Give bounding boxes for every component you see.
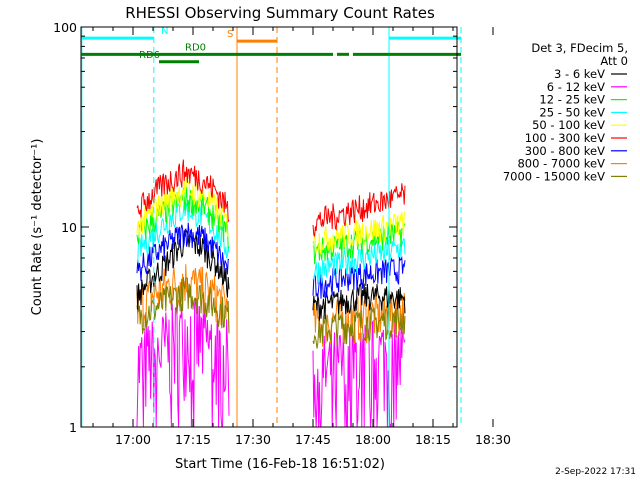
x-tick-label: 17:30	[235, 432, 271, 447]
legend-entry-label: 300 - 800 keV	[525, 144, 605, 158]
series-line	[136, 277, 230, 335]
series-line	[136, 199, 230, 263]
chart-title: RHESSI Observing Summary Count Rates	[125, 4, 435, 22]
y-tick-label: 1	[69, 420, 77, 435]
legend-header-line-1: Det 3, FDecim 5,	[531, 41, 628, 55]
legend-entry-label: 7000 - 15000 keV	[503, 169, 605, 183]
series-line	[136, 229, 230, 310]
flag-label: RD6	[139, 50, 160, 61]
x-tick-label: 18:00	[355, 432, 391, 447]
series-line	[312, 318, 406, 428]
data-layer	[136, 159, 406, 428]
legend-entry-label: 6 - 12 keV	[547, 80, 605, 94]
x-tick-label: 17:00	[115, 432, 151, 447]
x-tick-label: 17:15	[175, 432, 211, 447]
y-axis-label: Count Rate (s⁻¹ detector⁻¹)	[30, 139, 45, 316]
series-line	[312, 256, 406, 299]
legend-entry-label: 12 - 25 keV	[539, 93, 605, 107]
series-line	[312, 238, 406, 285]
flag-label: RD0	[185, 42, 206, 53]
series-line	[136, 176, 230, 239]
legend-entry-label: 100 - 300 keV	[525, 131, 605, 145]
y-tick-label: 100	[53, 20, 77, 35]
legend-entry-label: 50 - 100 keV	[532, 118, 605, 132]
legend-entry-label: 25 - 50 keV	[539, 105, 605, 119]
series-line	[136, 297, 230, 428]
x-axis-label: Start Time (16-Feb-18 16:51:02)	[175, 457, 385, 472]
series-line	[312, 283, 406, 321]
x-tick-label: 18:15	[415, 432, 451, 447]
legend-header-line-2: Att 0	[600, 54, 628, 68]
flag-label: S	[227, 29, 233, 40]
footer-date: 2-Sep-2022 17:31	[555, 467, 636, 477]
x-tick-label: 18:30	[475, 432, 511, 447]
x-tick-label: 17:45	[295, 432, 331, 447]
legend-entry-label: 800 - 7000 keV	[517, 157, 605, 171]
series-line	[312, 211, 406, 256]
series-line	[136, 222, 230, 281]
y-tick-label: 10	[61, 220, 77, 235]
series-line	[312, 304, 406, 349]
axes-layer: 17:00 17:15 17:30 17:45 18:00 18:15 18:30 1 10 10…	[53, 20, 511, 447]
flag-label: N	[161, 26, 168, 37]
series-line	[312, 183, 406, 238]
legend-entry-label: 3 - 6 keV	[554, 67, 605, 81]
flags-layer: N S RD0 RD6	[81, 26, 462, 427]
series-line	[136, 159, 230, 223]
